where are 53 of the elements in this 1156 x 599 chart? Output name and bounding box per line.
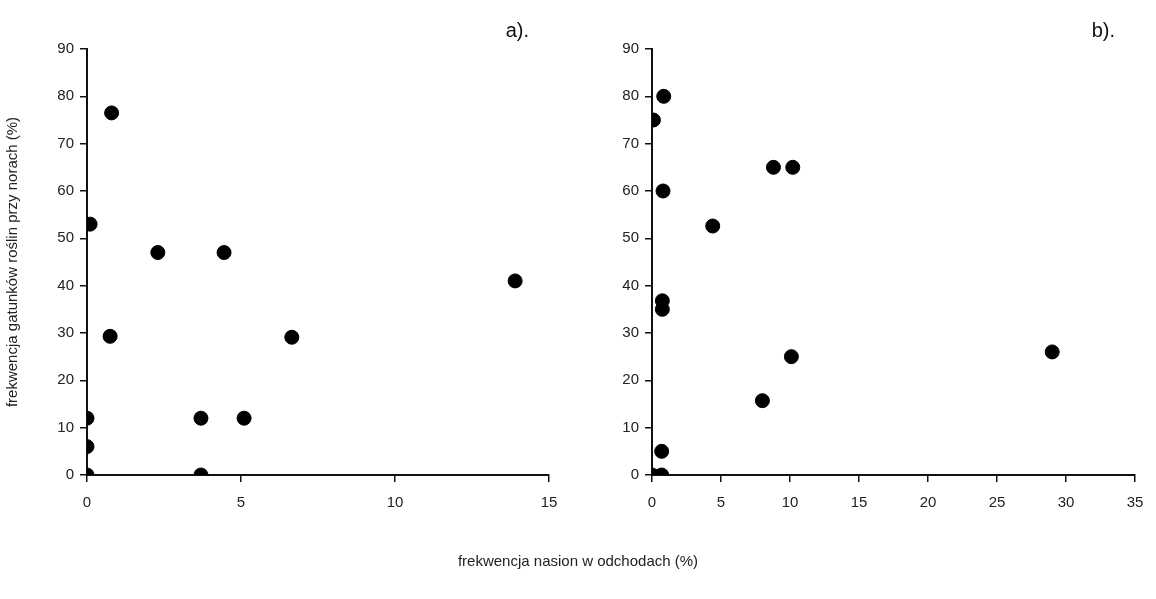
y-tick-label: 80 [57, 86, 74, 104]
y-tick-label: 0 [630, 465, 639, 483]
y-tick-label: 80 [622, 86, 639, 104]
y-axis-title: frekwencja gatunków roślin przy norach (%) [3, 116, 21, 408]
y-tick-label: 60 [57, 181, 74, 199]
y-tick-label: 40 [57, 275, 74, 293]
y-tick-label: 0 [65, 465, 74, 483]
point [654, 443, 670, 459]
y-tick-label: 50 [57, 228, 74, 246]
point [656, 88, 672, 104]
point [216, 245, 232, 261]
y-tick-label: 10 [57, 417, 74, 435]
point [783, 349, 799, 365]
y-tick-label: 10 [622, 417, 639, 435]
point [765, 159, 781, 175]
x-tick-label: 5 [236, 493, 246, 511]
y-tick-label: 50 [622, 228, 639, 246]
point [104, 105, 120, 121]
y-tick-label: 70 [57, 133, 74, 151]
x-tick-label: 5 [716, 493, 726, 511]
x-tick-label: 0 [82, 493, 92, 511]
y-tick-label: 40 [622, 275, 639, 293]
x-axis-title: frekwencja nasion w odchodach (%) [456, 552, 700, 569]
point [102, 328, 118, 344]
point [785, 159, 801, 175]
y-tick-label: 90 [622, 39, 639, 57]
x-tick-label: 20 [919, 493, 937, 511]
y-tick-label: 20 [57, 370, 74, 388]
point [507, 273, 523, 289]
x-tick-label: 10 [386, 493, 404, 511]
point [705, 218, 721, 234]
x-tick-label: 15 [850, 493, 868, 511]
point [754, 393, 770, 409]
point [1044, 344, 1060, 360]
x-tick-label: 15 [540, 493, 558, 511]
point [150, 245, 166, 261]
x-tick-label: 10 [781, 493, 799, 511]
point [236, 410, 252, 426]
y-tick-label: 60 [622, 181, 639, 199]
text: b). [1091, 18, 1115, 41]
y-tick-label: 70 [622, 133, 639, 151]
point [284, 329, 300, 345]
point [655, 183, 671, 199]
y-tick-label: 30 [622, 323, 639, 341]
text: a). [505, 18, 529, 41]
y-tick-label: 90 [57, 39, 74, 57]
x-tick-label: 35 [1126, 493, 1144, 511]
x-tick-label: 25 [988, 493, 1006, 511]
y-tick-label: 30 [57, 323, 74, 341]
x-tick-label: 30 [1057, 493, 1075, 511]
y-tick-label: 20 [622, 370, 639, 388]
x-tick-label: 0 [647, 493, 657, 511]
point [193, 410, 209, 426]
